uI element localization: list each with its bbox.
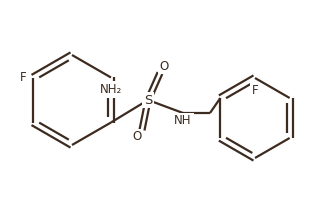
Text: F: F <box>20 71 26 84</box>
Text: O: O <box>159 59 169 73</box>
Text: S: S <box>144 94 152 106</box>
Text: O: O <box>132 130 142 143</box>
Text: NH: NH <box>174 114 192 127</box>
Text: F: F <box>252 84 258 97</box>
Text: NH₂: NH₂ <box>100 83 122 96</box>
